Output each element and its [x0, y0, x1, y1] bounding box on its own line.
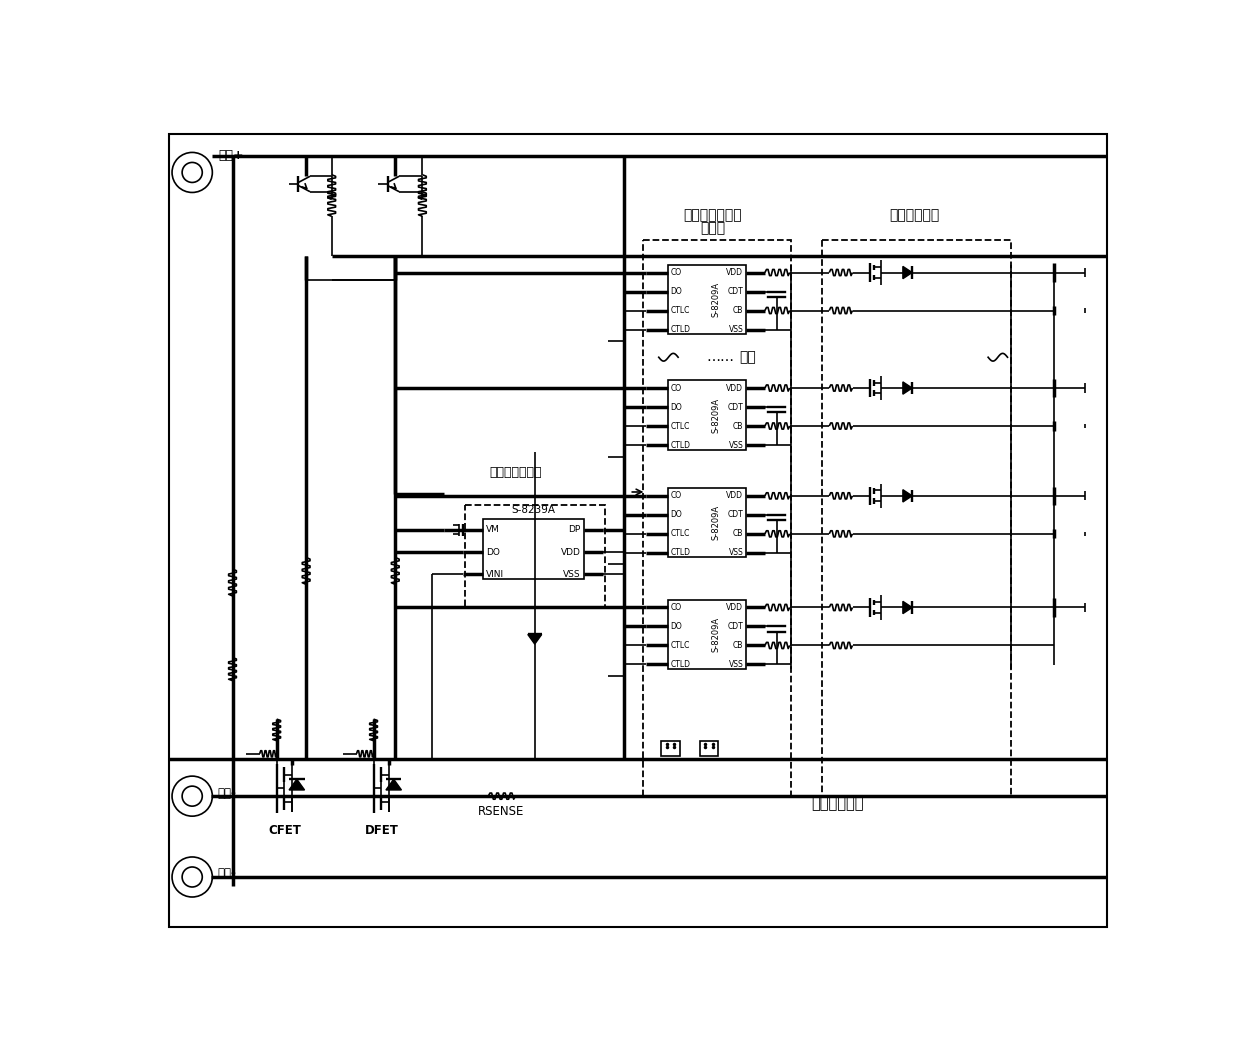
Text: CTLC: CTLC — [671, 306, 689, 315]
Text: VSS: VSS — [728, 441, 743, 449]
Bar — [482, 519, 584, 579]
Polygon shape — [289, 780, 305, 790]
Text: CTLD: CTLD — [671, 660, 691, 669]
Text: CDT: CDT — [728, 287, 743, 296]
Text: 省略: 省略 — [739, 350, 756, 364]
Text: VM: VM — [486, 525, 500, 534]
Bar — [668, 265, 745, 335]
Text: CTLC: CTLC — [671, 529, 689, 539]
Text: CB: CB — [733, 422, 743, 430]
Bar — [668, 488, 745, 558]
Text: CB: CB — [733, 529, 743, 539]
Polygon shape — [903, 382, 913, 394]
Text: DO: DO — [671, 403, 682, 411]
Text: 过电流保护功能: 过电流保护功能 — [489, 466, 542, 480]
Text: DO: DO — [671, 510, 682, 520]
Text: CTLD: CTLD — [671, 548, 691, 558]
Text: S-8209A: S-8209A — [712, 398, 720, 432]
Text: S-8209A: S-8209A — [712, 282, 720, 317]
Bar — [668, 381, 745, 449]
Bar — [821, 240, 1012, 796]
Text: CDT: CDT — [728, 403, 743, 411]
Text: 电量均衡功能: 电量均衡功能 — [889, 208, 940, 222]
Text: 过充电过放电保: 过充电过放电保 — [683, 208, 743, 222]
Text: CDT: CDT — [728, 622, 743, 631]
Text: CTLC: CTLC — [671, 641, 689, 650]
Text: VSS: VSS — [563, 570, 580, 579]
Text: VINI: VINI — [486, 570, 503, 579]
Text: 护功能: 护功能 — [701, 222, 725, 236]
Text: CO: CO — [671, 268, 682, 277]
Text: CTLC: CTLC — [671, 422, 689, 430]
Text: VDD: VDD — [727, 603, 743, 612]
Text: VDD: VDD — [727, 491, 743, 501]
Text: VSS: VSS — [728, 548, 743, 558]
Text: VDD: VDD — [727, 268, 743, 277]
Text: CDT: CDT — [728, 510, 743, 520]
Polygon shape — [386, 780, 402, 790]
Bar — [644, 240, 791, 796]
Text: S-8209A: S-8209A — [712, 616, 720, 652]
Bar — [668, 600, 745, 669]
Bar — [661, 741, 680, 756]
Polygon shape — [903, 602, 913, 613]
Text: CTLD: CTLD — [671, 325, 691, 335]
Text: 温度保护功能: 温度保护功能 — [811, 796, 863, 811]
Text: CB: CB — [733, 641, 743, 650]
Text: S-8209A: S-8209A — [712, 505, 720, 541]
Text: 电源+: 电源+ — [218, 149, 244, 162]
Text: CB: CB — [733, 306, 743, 315]
Text: S-8239A: S-8239A — [511, 505, 556, 515]
Text: VSS: VSS — [728, 325, 743, 335]
Text: ……: …… — [707, 350, 735, 364]
Text: 放电-: 放电- — [217, 868, 236, 881]
Text: DO: DO — [486, 547, 500, 557]
Text: VDD: VDD — [727, 384, 743, 392]
Text: CO: CO — [671, 603, 682, 612]
Text: CTLD: CTLD — [671, 441, 691, 449]
Text: DP: DP — [568, 525, 580, 534]
Polygon shape — [903, 266, 913, 279]
Text: 充电-: 充电- — [217, 787, 236, 800]
Text: RSENSE: RSENSE — [479, 805, 525, 818]
Bar — [699, 741, 718, 756]
Text: DFET: DFET — [365, 825, 399, 837]
Text: CO: CO — [671, 491, 682, 501]
Polygon shape — [528, 634, 542, 644]
Text: VDD: VDD — [560, 547, 580, 557]
Polygon shape — [903, 489, 913, 502]
Text: DO: DO — [671, 622, 682, 631]
Bar — [465, 505, 605, 607]
Text: VSS: VSS — [728, 660, 743, 669]
Text: DO: DO — [671, 287, 682, 296]
Text: CFET: CFET — [269, 825, 301, 837]
Text: CO: CO — [671, 384, 682, 392]
